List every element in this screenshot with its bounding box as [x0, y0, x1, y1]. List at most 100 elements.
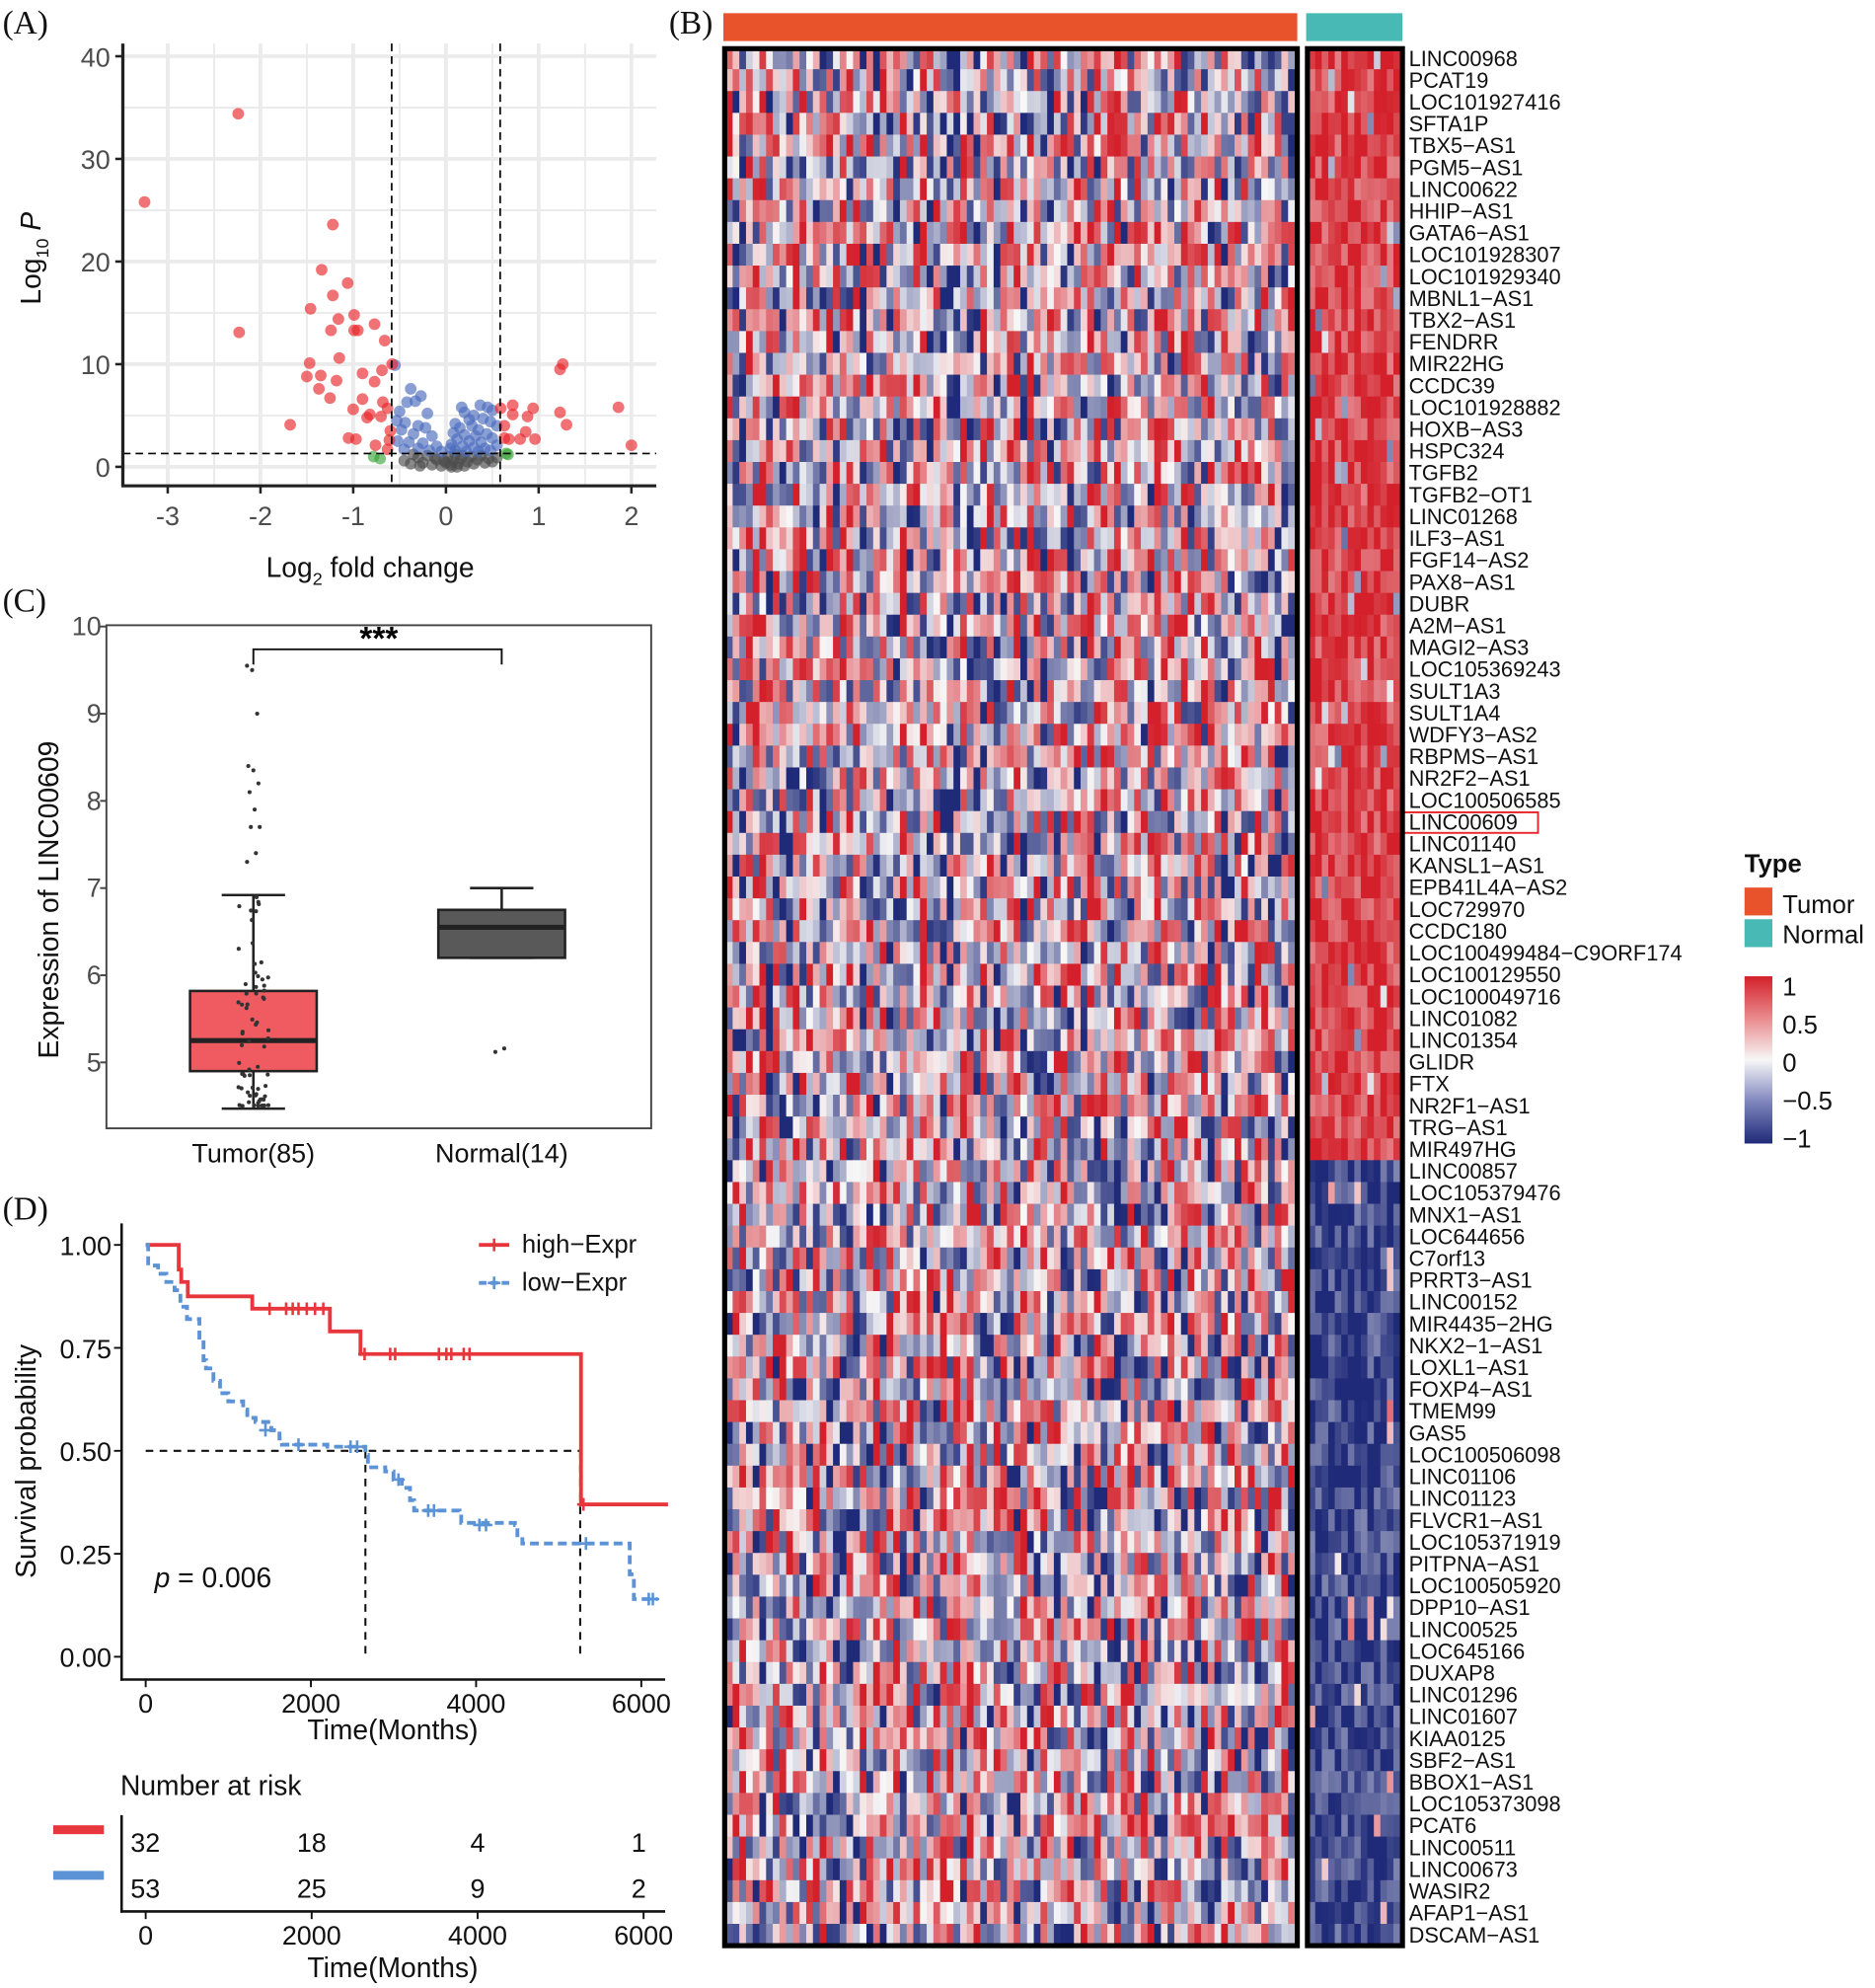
heatmap-cell: [1053, 571, 1062, 594]
heatmap-cell: [1327, 439, 1336, 463]
heatmap-cell: [993, 199, 1002, 223]
heatmap-cell: [893, 702, 901, 725]
heatmap-cell: [773, 854, 781, 878]
heatmap-cell: [1261, 505, 1269, 528]
heatmap-cell: [933, 156, 941, 180]
heatmap-cell: [805, 549, 814, 573]
heatmap-cell: [826, 484, 834, 506]
heatmap-cell: [860, 527, 867, 550]
heatmap-cell: [1234, 527, 1242, 550]
heatmap-cell: [1267, 745, 1276, 768]
heatmap-cell: [853, 636, 861, 659]
heatmap-cell: [786, 1007, 793, 1031]
heatmap-cell: [1354, 832, 1362, 856]
heatmap-cell: [872, 789, 881, 812]
heatmap-cell: [933, 91, 941, 114]
heatmap-cell: [752, 113, 761, 135]
heatmap-cell: [1007, 680, 1014, 703]
heatmap-cell: [732, 680, 740, 703]
heatmap-cell: [913, 745, 921, 768]
heatmap-cell: [1081, 789, 1088, 812]
heatmap-cell: [1341, 920, 1349, 943]
heatmap-cell: [933, 592, 941, 616]
heatmap-cell: [1234, 724, 1242, 746]
heatmap-cell: [1013, 745, 1021, 768]
heatmap-cell: [745, 592, 754, 616]
heatmap-cell: [1007, 199, 1014, 223]
heatmap-cell: [1113, 920, 1122, 943]
heatmap-cell: [766, 810, 774, 834]
heatmap-cell: [812, 745, 821, 768]
heatmap-cell: [725, 113, 733, 135]
heatmap-cell: [1214, 505, 1222, 528]
heatmap-cell: [879, 1007, 887, 1031]
heatmap-cell: [1187, 331, 1195, 353]
heatmap-cell: [1107, 876, 1115, 899]
heatmap-cell: [893, 178, 901, 201]
heatmap-cell: [1067, 985, 1075, 1009]
heatmap-cell: [1240, 854, 1249, 878]
heatmap-cell: [1367, 854, 1375, 878]
heatmap-cell: [1214, 221, 1222, 245]
heatmap-cell: [1387, 789, 1394, 812]
heatmap-cell: [1267, 243, 1276, 267]
heatmap-cell: [1281, 69, 1289, 92]
heatmap-cell: [1134, 1072, 1142, 1096]
heatmap-cell: [1234, 91, 1242, 114]
heatmap-cell: [1228, 963, 1236, 987]
heatmap-cell: [1334, 876, 1342, 899]
heatmap-cell: [872, 724, 881, 746]
heatmap-cell: [1254, 134, 1262, 158]
heatmap-cell: [1288, 418, 1296, 441]
heatmap-cell: [1007, 396, 1014, 420]
heatmap-cell: [959, 221, 968, 245]
heatmap-cell: [1100, 439, 1108, 463]
heatmap-cell: [1288, 484, 1296, 506]
heatmap-cell: [1347, 462, 1355, 485]
heatmap-cell: [946, 898, 954, 921]
heatmap-cell: [1087, 680, 1095, 703]
heatmap-cell: [920, 985, 928, 1009]
heatmap-cell: [1093, 331, 1101, 353]
heatmap-cell: [987, 702, 995, 725]
heatmap-cell: [1201, 767, 1209, 791]
heatmap-cell: [1167, 571, 1175, 594]
heatmap-cell: [1367, 636, 1375, 659]
heatmap-cell: [1053, 331, 1062, 353]
heatmap-cell: [745, 963, 754, 987]
heatmap-cell: [1120, 920, 1129, 943]
heatmap-cell: [752, 91, 761, 114]
heatmap-cell: [1281, 985, 1289, 1009]
heatmap-cell: [879, 745, 887, 768]
heatmap-cell: [946, 832, 954, 856]
heatmap-cell: [906, 266, 915, 288]
heatmap-cell: [993, 789, 1002, 812]
heatmap-cell: [946, 1072, 954, 1096]
heatmap-cell: [1033, 91, 1041, 114]
heatmap-cell: [953, 309, 961, 332]
heatmap-cell: [866, 963, 874, 987]
heatmap-cell: [1187, 832, 1195, 856]
heatmap-cell: [939, 724, 947, 746]
heatmap-cell: [1100, 1072, 1108, 1096]
y-tick-label: 10: [81, 350, 111, 380]
heatmap-cell: [786, 287, 793, 310]
heatmap-cell: [1247, 352, 1255, 376]
significant-point: [498, 420, 511, 432]
heatmap-cell: [886, 636, 894, 659]
heatmap-cell: [1013, 199, 1021, 223]
heatmap-cell: [1000, 418, 1008, 441]
heatmap-cell: [1314, 178, 1322, 201]
heatmap-cell: [1053, 134, 1062, 158]
heatmap-cell: [1247, 113, 1255, 135]
heatmap-cell: [1367, 505, 1375, 528]
heatmap-cell: [1240, 636, 1249, 659]
heatmap-cell: [759, 178, 767, 201]
heatmap-cell: [1267, 680, 1276, 703]
heatmap-cell: [752, 484, 761, 506]
heatmap-cell: [953, 439, 961, 463]
heatmap-cell: [1347, 571, 1355, 594]
heatmap-cell: [1261, 724, 1269, 746]
heatmap-cell: [886, 1050, 894, 1074]
heatmap-cell: [819, 266, 827, 288]
